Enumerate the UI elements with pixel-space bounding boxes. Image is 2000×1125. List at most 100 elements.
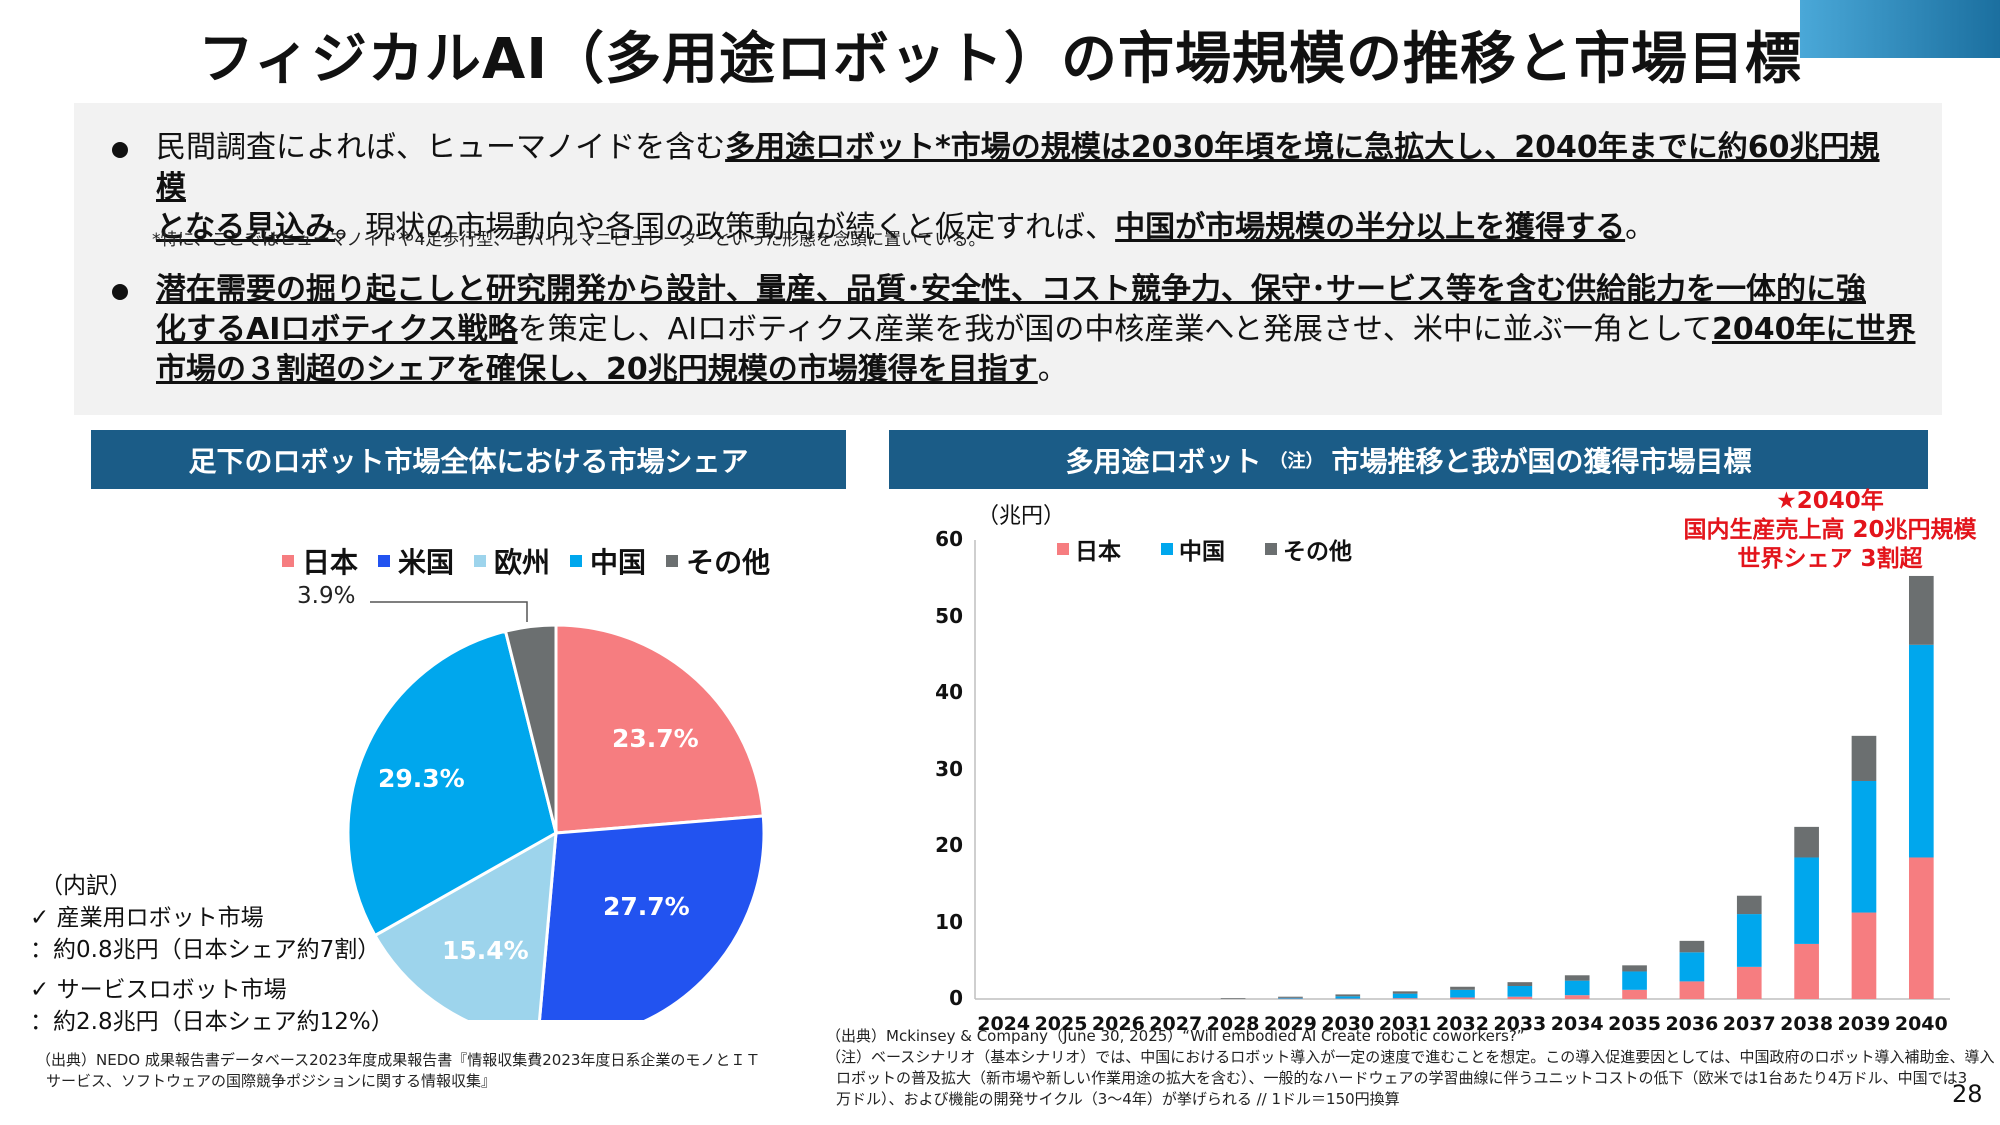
bar-other-2031 xyxy=(1392,991,1418,994)
right-source: （出典）Mckinsey & Company（June 30, 2025）“Wi… xyxy=(826,1026,1995,1110)
x-tick-label: 2033 xyxy=(1493,1013,1547,1035)
pie-legend: 日本 米国 欧州 中国 その他 xyxy=(282,541,770,581)
x-tick-label: 2036 xyxy=(1665,1013,1719,1035)
bullet2-text-a: を策定し、AIロボティクス産業を我が国の中核産業へと発展させ、米中に並ぶ一角とし… xyxy=(517,312,1712,347)
bar-china-2029 xyxy=(1278,997,1303,999)
bullet-dot-icon xyxy=(112,142,128,158)
pie-value-label-other: 3.9% xyxy=(297,583,356,609)
pie-slice-china xyxy=(346,629,558,938)
bar-japan-2033 xyxy=(1507,996,1533,999)
breakdown-industrial: ✓ 産業用ロボット市場 xyxy=(30,905,264,931)
legend-swatch-other xyxy=(666,555,679,567)
y-tick-label: 50 xyxy=(935,603,963,628)
bar-legend-label-other: その他 xyxy=(1283,539,1352,565)
bar-other-2030 xyxy=(1335,994,1361,997)
bar-china-2034 xyxy=(1564,980,1590,996)
right-header-note: （注） xyxy=(1269,450,1324,472)
summary-box: 民間調査によれば、ヒューマノイドを含む多用途ロボット*市場の規模は2030年頃を… xyxy=(74,103,1942,415)
breakdown-title: （内訳） xyxy=(40,873,132,899)
right-header-text-b: 市場推移と我が国の獲得市場目標 xyxy=(1331,444,1752,478)
bullet1-text-c: 。 xyxy=(1625,210,1656,245)
summary-bullet-1: 民間調査によれば、ヒューマノイドを含む多用途ロボット*市場の規模は2030年頃を… xyxy=(112,128,1896,248)
pie-legend-item-europe: 欧州 xyxy=(474,541,550,581)
bar-japan-2034 xyxy=(1564,995,1590,999)
bar-legend-item-china: 中国 xyxy=(1161,532,1225,566)
y-tick-label: 40 xyxy=(935,680,963,704)
page-number: 28 xyxy=(1952,1080,1983,1108)
bar-china-2037 xyxy=(1736,914,1762,967)
x-tick-label: 2035 xyxy=(1608,1013,1661,1035)
pie-legend-item-china: 中国 xyxy=(570,541,646,581)
bar-other-2033 xyxy=(1507,982,1533,986)
summary-bullet-2: 潜在需要の掘り起こしと研究開発から設計、量産、品質･安全性、コスト競争力、保守･… xyxy=(112,270,1916,390)
bar-china-2033 xyxy=(1507,985,1533,997)
bar-legend-item-japan: 日本 xyxy=(1057,532,1121,566)
pie-legend-item-other: その他 xyxy=(666,541,770,581)
bar-china-2036 xyxy=(1679,952,1705,982)
legend-label-china: 中国 xyxy=(590,546,647,579)
bar-other-2036 xyxy=(1679,940,1705,953)
left-source-line-1: （出典）NEDO 成果報告書データベース2023年度成果報告書『情報収集費202… xyxy=(36,1051,761,1069)
bar-china-2038 xyxy=(1794,857,1819,944)
breakdown-service: ✓ サービスロボット市場 xyxy=(30,977,287,1003)
x-tick-label: 2025 xyxy=(1034,1013,1088,1035)
x-tick-label: 2040 xyxy=(1894,1013,1948,1035)
bullet2-emphasis-c: 2040年に世界 xyxy=(1711,312,1916,347)
x-tick-label: 2038 xyxy=(1780,1013,1834,1035)
pie-legend-item-japan: 日本 xyxy=(282,541,358,581)
pie-legend-item-usa: 米国 xyxy=(378,541,454,581)
bar-japan-2036 xyxy=(1679,981,1705,999)
breakdown-service-detail: ：約2.8兆円（日本シェア約12%） xyxy=(30,1009,394,1035)
bullet1-emphasis-c: 中国が市場規模の半分以上を獲得する xyxy=(1115,210,1626,245)
left-source-line-2: サービス、ソフトウェアの国際競争ポジションに関する情報収集』 xyxy=(46,1072,497,1090)
bar-other-2037 xyxy=(1736,895,1762,915)
x-tick-label: 2034 xyxy=(1550,1013,1604,1035)
y-tick-label: 20 xyxy=(935,833,963,857)
bar-other-2040 xyxy=(1908,575,1934,645)
legend-label-japan: 日本 xyxy=(302,546,359,579)
legend-swatch-japan xyxy=(282,555,294,567)
bar-china-2040 xyxy=(1908,644,1934,858)
bar-legend-label-japan: 日本 xyxy=(1075,539,1121,565)
left-source: （出典）NEDO 成果報告書データベース2023年度成果報告書『情報収集費202… xyxy=(36,1050,760,1092)
bar-other-2028 xyxy=(1220,998,1246,999)
market-breakdown: （内訳） ✓ 産業用ロボット市場 ：約0.8兆円（日本シェア約7割） ✓ サービ… xyxy=(30,870,394,1038)
pie-slice-other xyxy=(503,623,558,834)
bar-china-2039 xyxy=(1851,780,1877,913)
pie-slice-usa xyxy=(538,814,766,1020)
bar-china-2031 xyxy=(1392,993,1418,999)
bullet1-emphasis-a: 多用途ロボット*市場の規模は2030年頃を境に急拡大し、2040年までに約60兆… xyxy=(156,130,1880,205)
y-tick-label: 10 xyxy=(935,909,963,934)
y-axis-unit-label: （兆円） xyxy=(977,504,1066,529)
bar-other-2035 xyxy=(1622,965,1647,972)
pie-value-label-china: 29.3% xyxy=(378,764,465,793)
bullet2-text-b: 。 xyxy=(1037,352,1068,387)
left-panel-header: 足下のロボット市場全体における市場シェア xyxy=(91,430,846,489)
x-tick-label: 2039 xyxy=(1837,1013,1891,1035)
bar-other-2029 xyxy=(1278,996,1303,998)
x-tick-label: 2029 xyxy=(1263,1013,1317,1035)
bullet1-emphasis-b: となる見込み xyxy=(156,210,336,245)
bar-china-2032 xyxy=(1450,989,1475,998)
bar-china-2030 xyxy=(1335,996,1361,999)
pie-leader-line xyxy=(370,601,528,622)
x-tick-label: 2032 xyxy=(1436,1013,1489,1035)
legend-swatch-china xyxy=(1161,543,1173,555)
bullet1-text-a: 民間調査によれば、ヒューマノイドを含む xyxy=(156,130,726,165)
legend-label-other: その他 xyxy=(686,546,771,579)
bar-legend-label-china: 中国 xyxy=(1179,539,1225,565)
legend-label-europe: 欧州 xyxy=(494,546,551,579)
legend-swatch-other xyxy=(1265,543,1277,555)
right-header-text-a: 多用途ロボット xyxy=(1065,444,1262,478)
bar-other-2038 xyxy=(1794,826,1819,858)
right-source-line-3: ロボットの普及拡大（新市場や新しい作業用途の拡大を含む）、一般的なハードウェアの… xyxy=(836,1069,1968,1087)
x-tick-label: 2030 xyxy=(1321,1013,1375,1035)
x-tick-label: 2031 xyxy=(1378,1013,1432,1035)
title-accent-bar xyxy=(1800,0,2000,58)
right-source-line-4: 万ドル）、および機能の開発サイクル（3～4年）が挙げられる // 1ドル＝150… xyxy=(836,1090,1400,1108)
x-tick-label: 2028 xyxy=(1206,1013,1260,1035)
pie-value-label-usa: 27.7% xyxy=(603,892,690,921)
legend-swatch-usa xyxy=(378,555,391,567)
summary-footnote: *特に、ここではヒューマノイドや4足歩行型、モバイルマニピュレーターといった形態… xyxy=(152,230,986,250)
target-callout: ★2040年 国内生産売上高 20兆円規模 世界シェア 3割超 xyxy=(1665,487,1995,574)
